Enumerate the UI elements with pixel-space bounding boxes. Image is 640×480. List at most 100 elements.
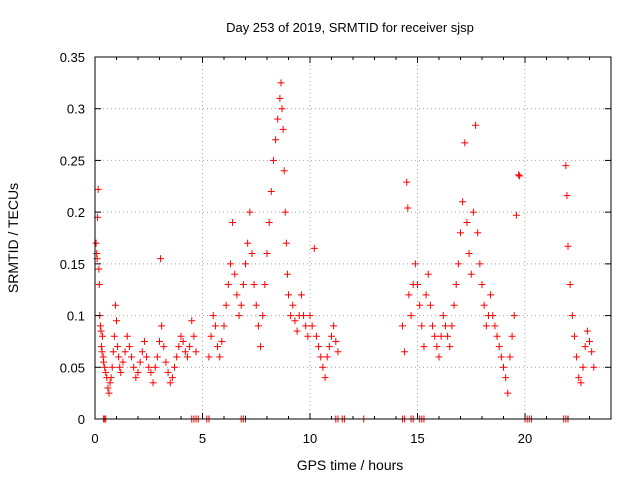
- data-point: [106, 379, 114, 387]
- data-point: [235, 312, 243, 320]
- data-point: [283, 270, 291, 278]
- data-point: [117, 368, 125, 376]
- data-point: [502, 374, 510, 382]
- data-point: [111, 301, 119, 309]
- x-tick-label: 15: [410, 431, 424, 446]
- data-point: [157, 255, 165, 263]
- data-point: [472, 121, 480, 129]
- data-point: [92, 239, 100, 247]
- data-point: [226, 260, 234, 268]
- data-point: [278, 105, 286, 113]
- data-point: [222, 301, 230, 309]
- x-tick-label: 0: [91, 431, 98, 446]
- data-point: [272, 136, 280, 144]
- data-point: [104, 384, 112, 392]
- data-point: [109, 348, 117, 356]
- data-point: [229, 218, 237, 226]
- data-point: [145, 363, 153, 371]
- data-point: [426, 301, 434, 309]
- data-point: [577, 379, 585, 387]
- data-point: [467, 270, 475, 278]
- data-point: [207, 332, 215, 340]
- data-point: [474, 229, 482, 237]
- data-point: [510, 312, 518, 320]
- data-point: [220, 322, 228, 330]
- grid: [95, 57, 611, 419]
- plot-frame: [94, 56, 612, 420]
- data-point: [257, 343, 265, 351]
- chart-title: Day 253 of 2019, SRMTID for receiver sjs…: [226, 20, 474, 35]
- data-point: [162, 358, 170, 366]
- data-point: [105, 389, 113, 397]
- data-point: [250, 281, 258, 289]
- data-point: [153, 353, 161, 361]
- x-tick-label: 20: [518, 431, 532, 446]
- data-point: [420, 343, 428, 351]
- x-tick-label: 10: [303, 431, 317, 446]
- data-point: [119, 358, 127, 366]
- data-point: [242, 260, 249, 268]
- data-point: [277, 79, 285, 87]
- data-point: [95, 281, 103, 289]
- data-point: [269, 156, 277, 164]
- data-point: [304, 332, 312, 340]
- data-point: [216, 353, 224, 361]
- y-tick-label: 0.3: [67, 102, 85, 117]
- data-point: [516, 172, 524, 180]
- y-tick-label: 0.1: [67, 309, 85, 324]
- data-point: [123, 332, 131, 340]
- data-point: [435, 353, 443, 361]
- data-point: [95, 265, 103, 273]
- data-point: [276, 94, 284, 102]
- data-point: [102, 368, 110, 376]
- data-point: [164, 368, 172, 376]
- data-point: [573, 353, 581, 361]
- data-point: [190, 332, 198, 340]
- data-point: [433, 343, 441, 351]
- data-point: [113, 317, 120, 325]
- data-point: [274, 115, 282, 123]
- data-point: [168, 374, 176, 382]
- data-point: [205, 353, 213, 361]
- data-point: [224, 281, 232, 289]
- data-point: [590, 363, 598, 371]
- data-point: [506, 353, 514, 361]
- data-point: [431, 332, 439, 340]
- data-point: [140, 337, 148, 345]
- data-point: [143, 353, 151, 361]
- data-point: [173, 353, 181, 361]
- data-point: [457, 229, 464, 237]
- data-point: [487, 291, 495, 299]
- data-point: [489, 312, 497, 320]
- data-point: [319, 363, 327, 371]
- data-point: [101, 363, 109, 371]
- data-point: [166, 379, 174, 387]
- data-point: [99, 332, 107, 340]
- data-point: [246, 208, 254, 216]
- data-point: [450, 301, 458, 309]
- data-point: [218, 337, 226, 345]
- data-point: [465, 250, 473, 258]
- data-point: [265, 218, 273, 226]
- data-point: [183, 353, 191, 361]
- data-point: [281, 208, 289, 216]
- data-point: [480, 301, 488, 309]
- y-tick-label: 0.25: [60, 153, 85, 168]
- data-point: [214, 343, 222, 351]
- data-point: [94, 185, 102, 193]
- data-point: [259, 312, 267, 320]
- data-point: [147, 368, 155, 376]
- data-point: [300, 312, 308, 320]
- data-point: [114, 343, 122, 351]
- data-point: [248, 250, 256, 258]
- data-point: [504, 389, 512, 397]
- data-point: [583, 327, 591, 335]
- data-point: [459, 198, 467, 206]
- ticks: 0 5 10 15 20 0 0.05 0.1 0.15 0.2 0.25 0.3 0.35: [60, 50, 611, 446]
- data-point: [128, 353, 136, 361]
- data-point: [306, 312, 314, 320]
- data-point: [115, 353, 123, 361]
- data-point: [110, 332, 118, 340]
- data-point: [444, 332, 452, 340]
